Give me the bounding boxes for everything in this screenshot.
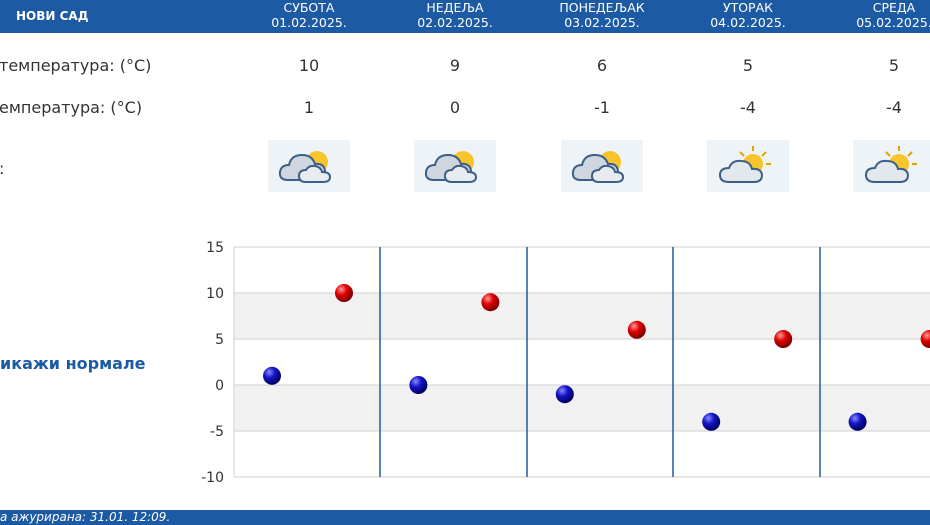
chart-band [234,339,930,385]
min-temp-day-2: 0 [449,98,461,117]
max-temp-point [920,330,930,348]
max-temp-day-5: 5 [888,56,900,75]
chart-band [234,431,930,477]
day-header-2: НЕДЕЉА 02.02.2025. [395,0,515,30]
weather-icon-day-3 [561,140,643,192]
partly-cloudy-icon [571,151,625,183]
min-temp-label: емпература: (°C) [0,98,143,117]
updated-text: а ажурирана: 31.01. 12:09. [0,510,171,524]
day-header-1: СУБОТА 01.02.2025. [249,0,369,30]
max-temp-day-4: 5 [742,56,754,75]
chart-band [234,293,930,339]
max-temp-day-3: 6 [596,56,608,75]
day-name: ПОНЕДЕЉАК [559,0,645,15]
min-temp-day-1: 1 [303,98,315,117]
chart-band [234,247,930,293]
max-temp-label: температура: (°C) [0,56,152,75]
day-name: СРЕДА [872,0,916,15]
max-temp-day-1: 10 [298,56,320,75]
day-header-5: СРЕДА 05.02.2025. [834,0,930,30]
weather-icon-label: : [0,159,4,178]
y-tick-label: 5 [215,332,224,348]
y-tick-label: 15 [206,240,224,256]
weather-icon-day-2 [414,140,496,192]
weather-icon-day-5 [853,140,930,192]
day-date: 02.02.2025. [417,15,493,30]
y-tick-label: -5 [210,424,224,440]
day-date: 05.02.2025. [856,15,930,30]
min-temp-point [409,376,428,394]
max-temp-point [481,293,500,312]
day-date: 04.02.2025. [710,15,786,30]
sun-cloud-icon [864,146,917,183]
max-temp-point [627,320,646,339]
min-temp-point [848,412,867,431]
y-tick-label: -10 [201,470,224,486]
max-temp-day-2: 9 [449,56,461,75]
min-temp-day-5: -4 [886,98,902,117]
show-normals-link[interactable]: икажи нормале [0,354,146,373]
partly-cloudy-icon [278,151,332,183]
min-temp-day-3: -1 [594,98,610,117]
temperature-chart: 15 10 5 0 -5 -10 [201,240,930,486]
min-temp-day-4: -4 [740,98,756,117]
day-header-4: УТОРАК 04.02.2025. [688,0,808,30]
forecast-header: НОВИ САД СУБОТА 01.02.2025. НЕДЕЉА 02.02… [0,0,930,33]
max-temp-point [774,330,793,348]
day-date: 01.02.2025. [271,15,347,30]
max-temp-point [335,284,353,302]
day-name: СУБОТА [283,0,335,15]
min-temp-point [263,366,281,385]
chart-band [234,385,930,431]
day-date: 03.02.2025. [564,15,640,30]
partly-cloudy-icon [424,151,478,183]
city-name: НОВИ САД [16,9,89,23]
sun-cloud-icon [718,146,771,183]
day-header-3: ПОНЕДЕЉАК 03.02.2025. [542,0,662,30]
min-temp-point [702,412,721,431]
day-name: УТОРАК [722,0,774,15]
y-tick-label: 10 [206,286,224,302]
y-tick-label: 0 [215,378,224,394]
day-name: НЕДЕЉА [426,0,484,15]
min-temp-point [555,385,574,404]
footer-bar: а ажурирана: 31.01. 12:09. [0,510,930,525]
weather-icon-day-4 [707,140,789,192]
weather-icon-day-1 [268,140,350,192]
